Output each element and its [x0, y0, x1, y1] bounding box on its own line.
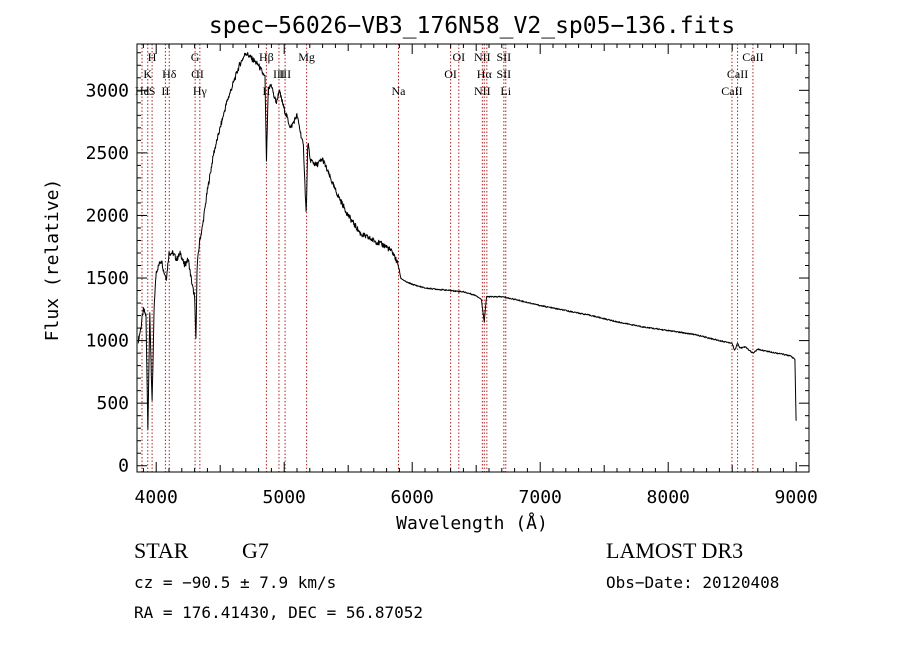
spectral-line-label-21-0: CaII: [742, 50, 763, 64]
survey-name: LAMOST DR3: [606, 538, 744, 563]
y-tick-label-1000: 1000: [86, 331, 129, 352]
spectrum-series: [137, 52, 797, 430]
spectral-line-label-15-0: Hα: [477, 67, 493, 81]
spectral-line-label-0-0: He: [135, 84, 149, 98]
x-tick-label-4000: 4000: [135, 487, 178, 508]
spectral-line-label-5-1: C: [191, 67, 199, 81]
spectral-line-label-17-0: SII: [497, 50, 512, 64]
spectral-line-label-7-0: Hβ: [259, 50, 274, 64]
y-tick-label-2000: 2000: [86, 205, 129, 226]
x-axis-label: Wavelength (Å): [396, 512, 548, 534]
y-tick-label-3000: 3000: [86, 80, 129, 101]
spectral-line-label-6-0: II: [196, 67, 204, 81]
y-axis-label: Flux (relative): [42, 179, 63, 342]
spectral-line-label-19-0: CaII: [721, 84, 742, 98]
spectrum-line: [137, 52, 797, 430]
plot-frame: [136, 43, 810, 473]
spectral-line-label-1-0: K: [143, 67, 152, 81]
spectral-line-label-7-1: II: [262, 84, 270, 98]
object-type: STAR: [134, 538, 189, 563]
spectral-line-label-2-1: S: [149, 84, 156, 98]
x-tick-label-6000: 6000: [391, 487, 434, 508]
spectral-line-label-5-0: G: [191, 50, 200, 64]
spectral-line-label-8-0: III: [273, 67, 285, 81]
x-tick-label-8000: 8000: [647, 487, 690, 508]
spectral-line-label-14-1: NII: [474, 84, 491, 98]
spectral-line-markers: [141, 44, 754, 472]
spectral-line-label-1-1: I: [146, 84, 150, 98]
observation-date: Obs−Date: 20120408: [606, 573, 780, 592]
spectral-line-label-9-0: III: [279, 67, 291, 81]
spectral-line-label-10-0: Mg: [298, 50, 315, 64]
y-axis-ticks: [137, 52, 809, 467]
spectral-line-label-18-0: Li: [500, 84, 511, 98]
spectral-line-label-4-0: Hδ: [162, 67, 177, 81]
y-tick-label-0: 0: [118, 456, 129, 477]
sky-coordinates: RA = 176.41430, DEC = 56.87052: [134, 603, 423, 622]
y-tick-label-1500: 1500: [86, 268, 129, 289]
spectral-line-label-12-0: OI: [444, 67, 457, 81]
spectral-line-label-6-1: Hγ: [193, 84, 208, 98]
y-tick-label-500: 500: [96, 393, 129, 414]
spectral-line-label-13-0: OI: [452, 50, 465, 64]
x-axis-ticks: [142, 44, 797, 472]
spectral-line-label-2-0: H: [148, 50, 157, 64]
spectral-line-label-3-0: II: [161, 84, 169, 98]
spectral-line-label-14-0: NII: [474, 50, 491, 64]
y-axis-tick-labels: 0 500 1000 1500 2000 2500 3000: [86, 80, 129, 476]
y-tick-label-2500: 2500: [86, 143, 129, 164]
chart-title: spec−56026−VB3_176N58_V2_sp05−136.fits: [209, 13, 735, 39]
spectral-line-label-20-0: CaII: [727, 67, 748, 81]
redshift-value: cz = −90.5 ± 7.9 km/s: [134, 573, 337, 592]
object-subclass: G7: [242, 538, 269, 563]
x-tick-label-5000: 5000: [263, 487, 306, 508]
x-axis-tick-labels: 4000 5000 6000 7000 8000 9000: [135, 487, 818, 508]
spectral-line-label-11-0: Na: [392, 84, 407, 98]
x-tick-label-9000: 9000: [775, 487, 818, 508]
spectral-line-label-17-1: SII: [497, 67, 512, 81]
x-tick-label-7000: 7000: [519, 487, 562, 508]
